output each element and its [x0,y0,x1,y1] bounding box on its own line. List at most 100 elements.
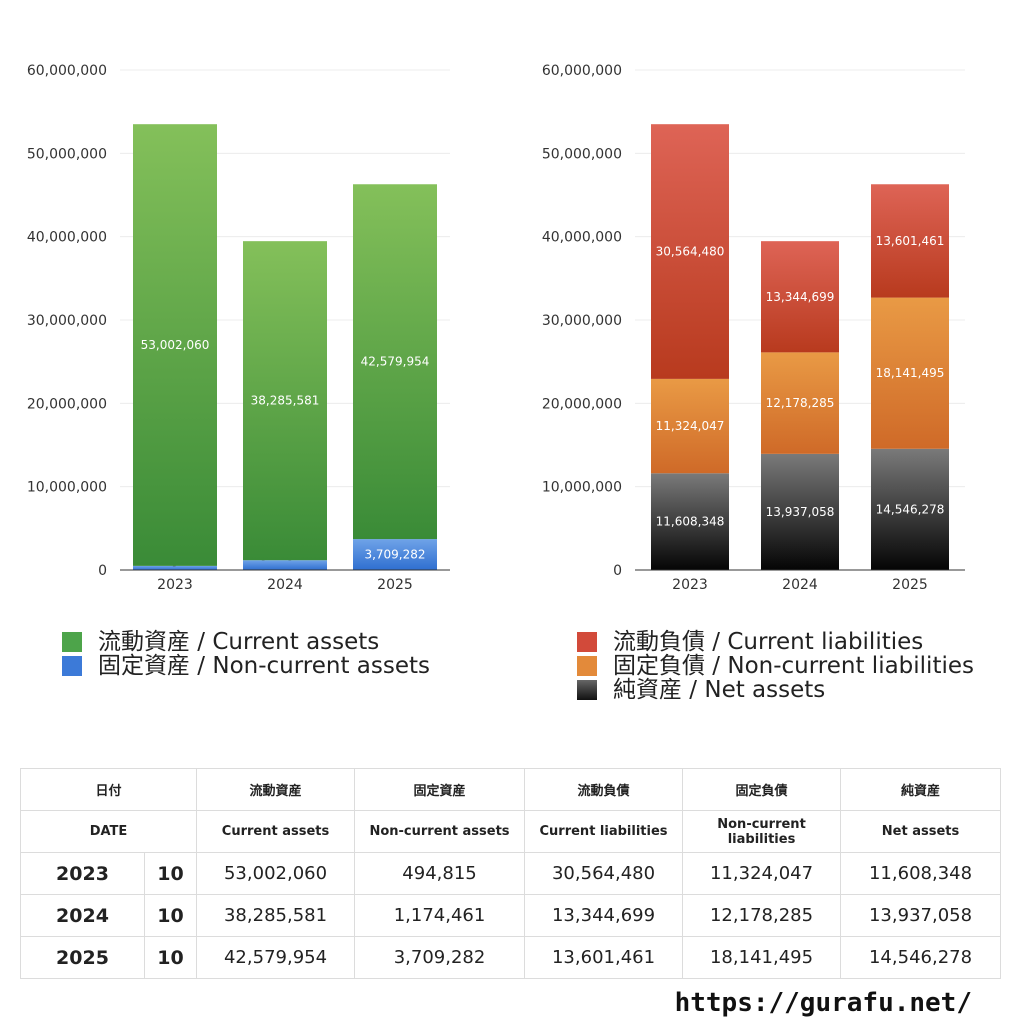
x-tick-label: 2023 [157,577,193,593]
table-row: 2023 10 53,002,060 494,815 30,564,480 11… [20,852,1002,895]
legend-label: 純資産 / Net assets [613,677,826,703]
y-tick-label: 60,000,000 [27,63,107,79]
header-current-liabilities-jp: 流動負債 [524,768,684,811]
y-tick-label: 10,000,000 [542,480,622,496]
row-year: 2023 [20,852,145,895]
header-current-assets-jp: 流動資産 [196,768,356,811]
bar-segment [353,539,437,570]
bar-segment [871,448,949,570]
legend-item-net-assets: 純資産 / Net assets [577,678,974,702]
y-tick-label: 40,000,000 [542,230,622,246]
y-tick-label: 20,000,000 [27,396,107,412]
bar-segment [243,241,327,561]
site-url[interactable]: https://gurafu.net/ [674,988,972,1018]
data-label: 53,002,060 [141,338,210,352]
x-tick-label: 2024 [267,577,303,593]
legend-label: 流動資産 / Current assets [98,629,380,655]
table-header-row-en: DATE Current assets Non-current assets C… [19,810,1002,853]
y-tick-label: 0 [98,563,107,579]
data-label: 13,344,699 [766,290,835,304]
bar-segment [871,184,949,298]
y-tick-label: 50,000,000 [27,146,107,162]
legend-swatch-non-current-liabilities [577,656,597,676]
cell-non-current-assets: 1,174,461 [354,894,526,937]
data-label: 11,608,348 [656,515,725,529]
bar-segment [353,184,437,540]
header-date-en: DATE [19,810,198,853]
legend-item-current-assets: 流動資産 / Current assets [62,630,430,654]
cell-non-current-liabilities: 18,141,495 [682,936,842,979]
cell-current-liabilities: 13,601,461 [524,936,684,979]
row-month: 10 [143,936,198,979]
header-net-assets-jp: 純資産 [840,768,1002,811]
legend-label: 流動負債 / Current liabilities [613,629,924,655]
bar-segment [651,378,729,474]
table-header-row-jp: 日付 流動資産 固定資産 流動負債 固定負債 純資産 [19,768,1002,811]
data-label: 11,324,047 [656,419,725,433]
y-tick-label: 50,000,000 [542,146,622,162]
legend-swatch-non-current-assets [62,656,82,676]
y-tick-label: 30,000,000 [27,313,107,329]
header-non-current-assets-jp: 固定資産 [354,768,526,811]
row-year: 2025 [20,936,145,979]
y-tick-label: 0 [613,563,622,579]
table-row: 2024 10 38,285,581 1,174,461 13,344,699 … [20,894,1002,937]
data-label: 14,546,278 [876,502,945,516]
x-tick-label: 2024 [782,577,818,593]
bar-segment [651,124,729,379]
legend-liabilities: 流動負債 / Current liabilities 固定負債 / Non-cu… [577,630,974,702]
y-tick-label: 10,000,000 [27,480,107,496]
bar-segment [761,352,839,454]
cell-current-liabilities: 13,344,699 [524,894,684,937]
cell-net-assets: 13,937,058 [840,894,1002,937]
cell-current-assets: 38,285,581 [196,894,356,937]
cell-non-current-assets: 3,709,282 [354,936,526,979]
header-date-jp: 日付 [19,768,198,811]
data-label: 18,141,495 [876,366,945,380]
legend-assets: 流動資産 / Current assets 固定資産 / Non-current… [62,630,430,678]
cell-current-liabilities: 30,564,480 [524,852,684,895]
bar-segment [133,565,217,570]
header-non-current-assets-en: Non-current assets [354,810,526,853]
y-tick-label: 40,000,000 [27,230,107,246]
bar-segment [133,124,217,566]
cell-current-assets: 53,002,060 [196,852,356,895]
row-month: 10 [143,894,198,937]
data-label: 13,937,058 [766,505,835,519]
header-non-current-liabilities-jp: 固定負債 [682,768,842,811]
legend-item-non-current-liabilities: 固定負債 / Non-current liabilities [577,654,974,678]
data-table: 日付 流動資産 固定資産 流動負債 固定負債 純資産 DATE Current … [19,768,1002,979]
y-tick-label: 20,000,000 [542,396,622,412]
legend-item-current-liabilities: 流動負債 / Current liabilities [577,630,974,654]
bar-segment [761,241,839,353]
cell-non-current-liabilities: 12,178,285 [682,894,842,937]
row-month: 10 [143,852,198,895]
header-net-assets-en: Net assets [840,810,1002,853]
charts-area: 0 10,000,000 20,000,000 30,000,000 40,000,00… [27,63,965,593]
cell-non-current-liabilities: 11,324,047 [682,852,842,895]
x-tick-label: 2025 [377,577,413,593]
cell-current-assets: 42,579,954 [196,936,356,979]
data-label: 38,285,581 [251,394,320,408]
legend-label: 固定負債 / Non-current liabilities [613,653,974,679]
cell-non-current-assets: 494,815 [354,852,526,895]
bar-segment [871,297,949,449]
x-tick-label: 2025 [892,577,928,593]
y-tick-label: 60,000,000 [542,63,622,79]
data-label: 3,709,282 [364,548,425,562]
legend-swatch-net-assets [577,680,597,700]
data-label: 30,564,480 [656,245,725,259]
cell-net-assets: 14,546,278 [840,936,1002,979]
chart-assets: 0 10,000,000 20,000,000 30,000,000 40,000,00… [27,63,450,593]
legend-label: 固定資産 / Non-current assets [98,653,431,679]
header-current-assets-en: Current assets [196,810,356,853]
legend-swatch-current-assets [62,632,82,652]
data-label: 12,178,285 [766,396,835,410]
legend-item-non-current-assets: 固定資産 / Non-current assets [62,654,430,678]
cell-net-assets: 11,608,348 [840,852,1002,895]
bar-segment [651,473,729,570]
legend-swatch-current-liabilities [577,632,597,652]
row-year: 2024 [20,894,145,937]
y-tick-label: 30,000,000 [542,313,622,329]
bar-segment [761,453,839,570]
